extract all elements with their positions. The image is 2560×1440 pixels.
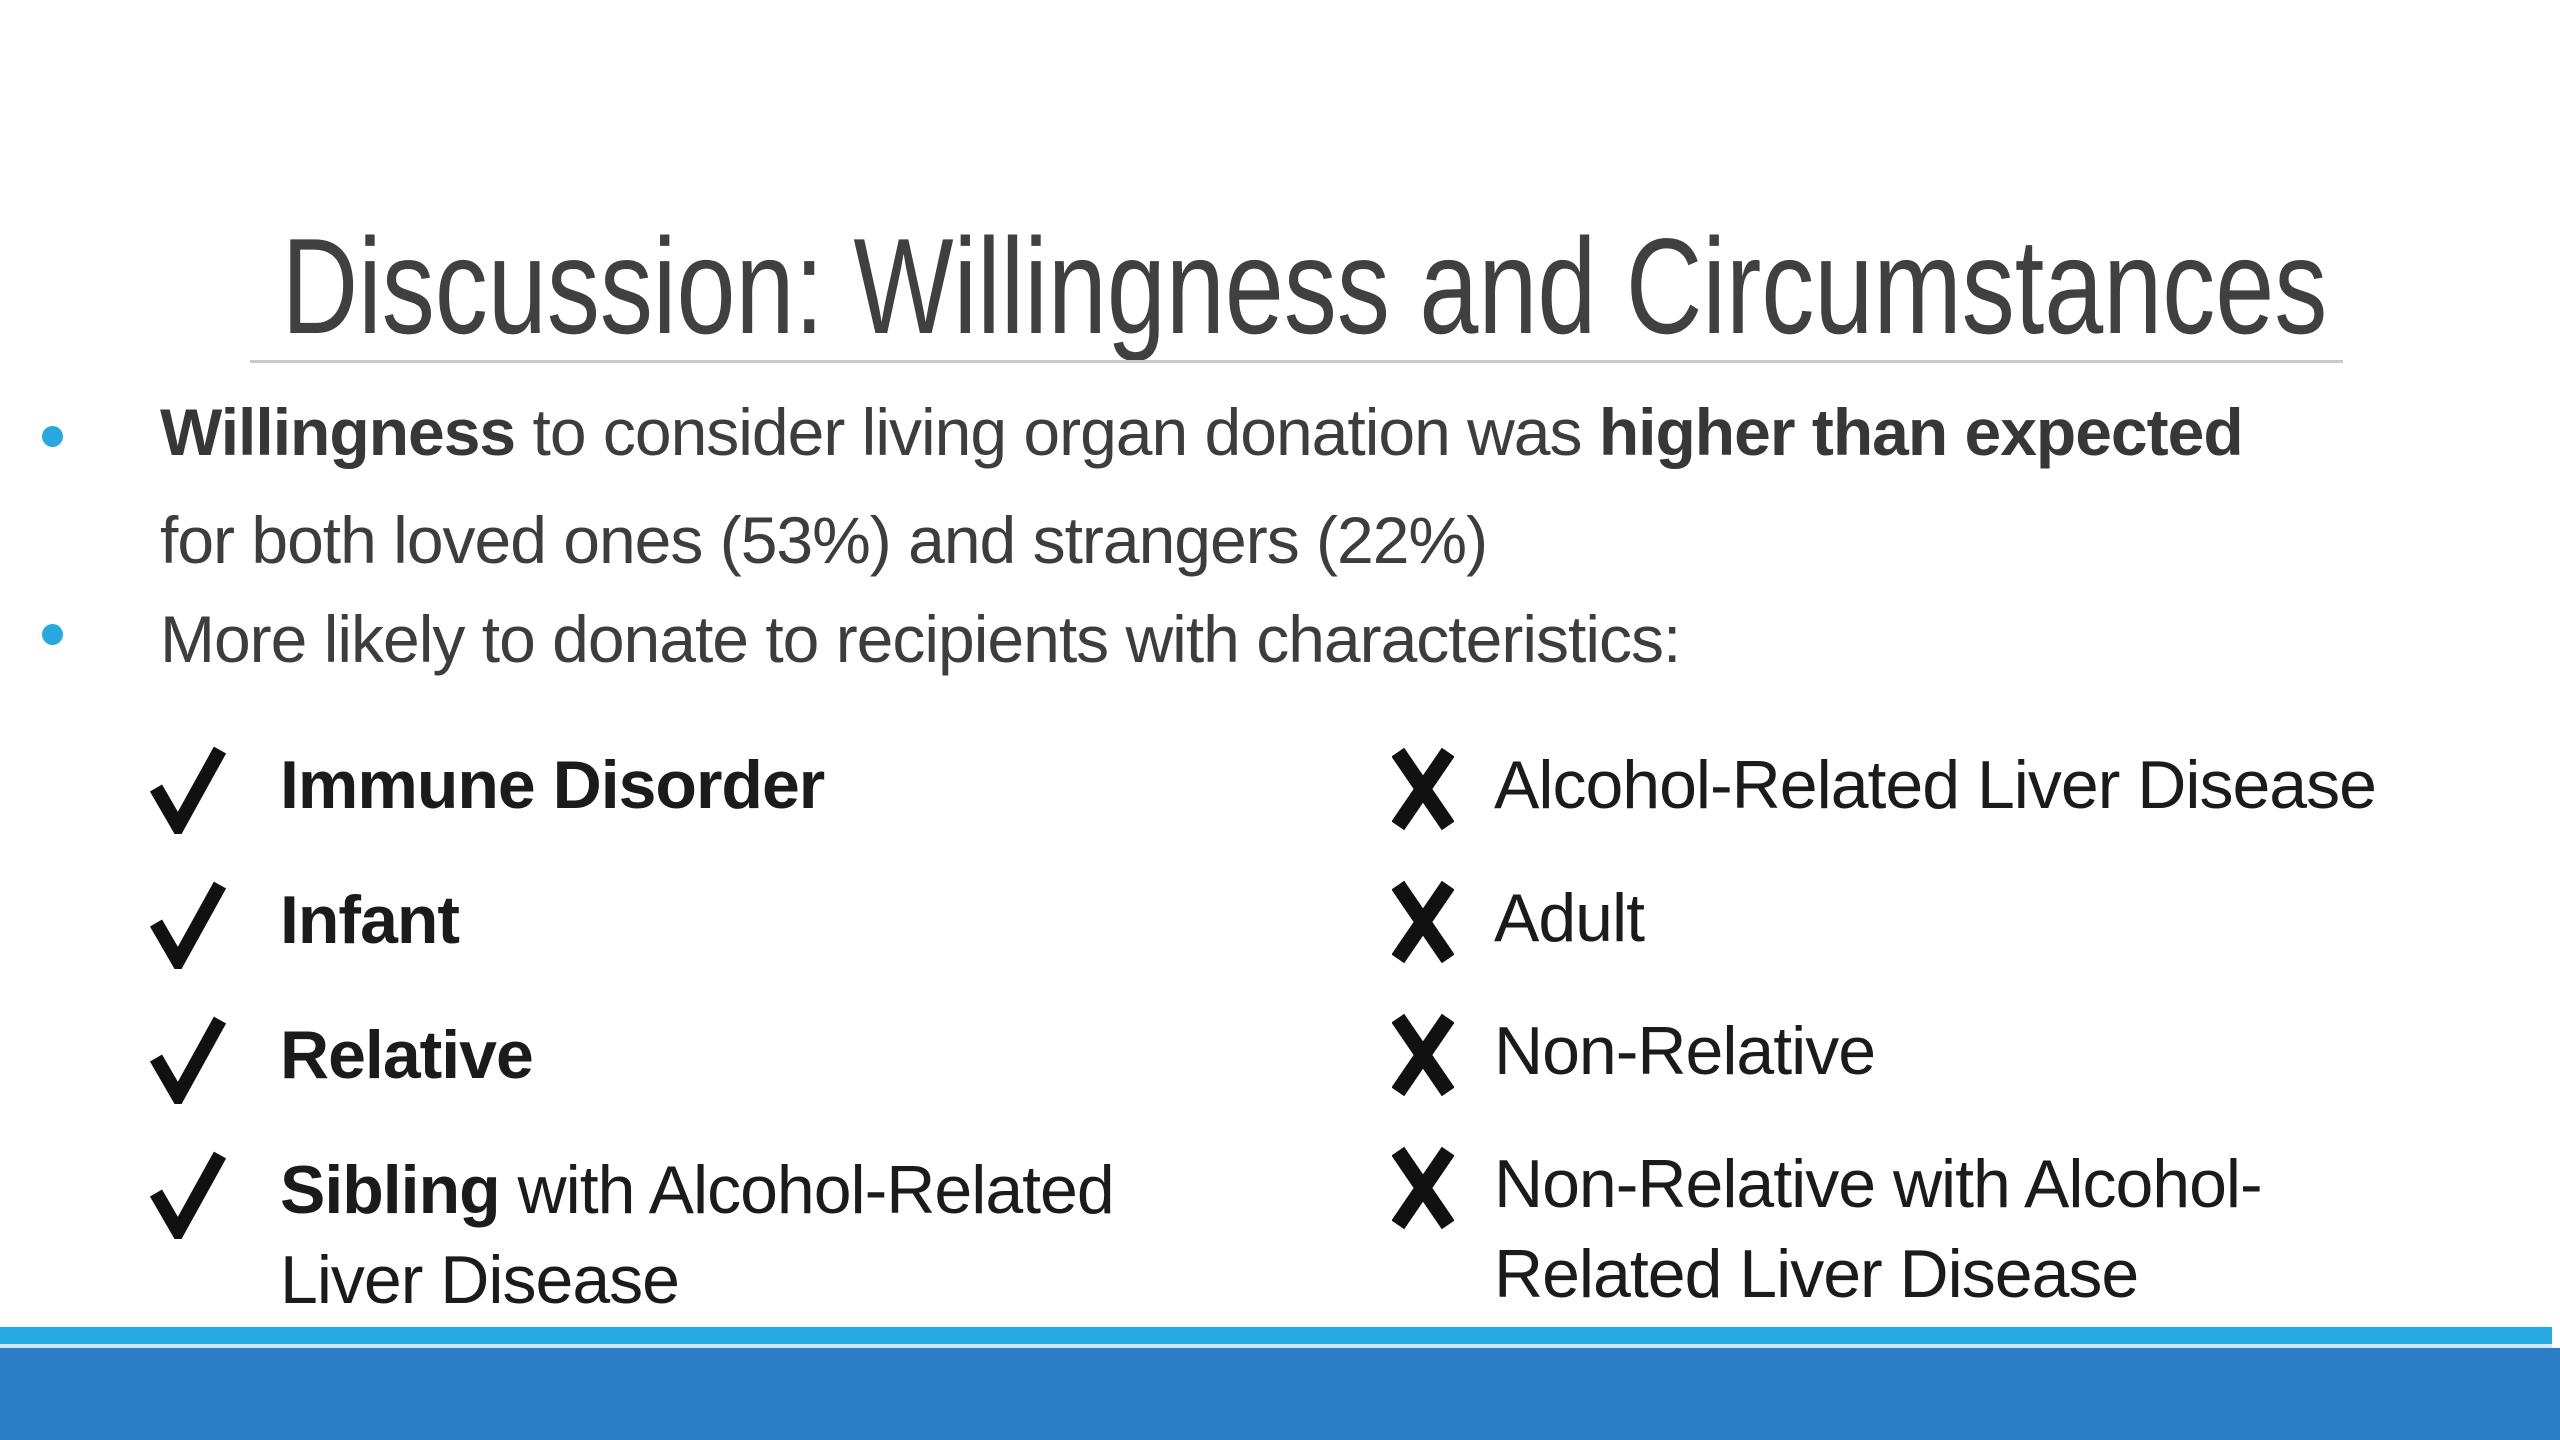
item-bold: Immune Disorder — [280, 747, 825, 823]
x-icon — [1392, 1013, 1454, 1097]
list-item-text: Immune Disorder — [280, 740, 825, 830]
list-item: Non-Relative with Alcohol- Related Liver… — [1392, 1139, 2376, 1319]
bullet-dot — [42, 624, 63, 645]
item-bold: Infant — [280, 882, 460, 958]
list-item-text: Non-Relative — [1494, 1006, 1876, 1096]
list-item-text: Sibling with Alcohol-Related Liver Disea… — [280, 1145, 1115, 1325]
list-item: Alcohol-Related Liver Disease — [1392, 740, 2377, 832]
item-line-1: Relative — [280, 1010, 534, 1100]
item-line-1: Non-Relative — [1494, 1013, 1876, 1089]
list-item: Adult — [1392, 873, 2376, 965]
declined-characteristics-list: Alcohol-Related Liver Disease Adult Non-… — [1392, 740, 2377, 1360]
title-underline — [250, 360, 2343, 363]
item-bold: Relative — [280, 1017, 534, 1093]
list-item: Non-Relative — [1392, 1006, 2376, 1098]
bullet-willingness: Willingness to consider living organ don… — [160, 378, 2244, 594]
bold-willingness: Willingness — [160, 395, 516, 469]
bullet-dot — [42, 426, 63, 447]
item-line-1: Adult — [1494, 880, 1645, 956]
list-item: Immune Disorder — [150, 740, 1114, 834]
list-item: Sibling with Alcohol-Related Liver Disea… — [150, 1145, 1115, 1325]
check-icon — [150, 1016, 226, 1104]
item-line-1: Alcohol-Related Liver Disease — [1494, 747, 2377, 823]
slide-title: Discussion: Willingness and Circumstance… — [281, 210, 2328, 362]
list-item: Infant — [150, 875, 1114, 969]
check-icon — [150, 881, 226, 969]
list-item-text: Alcohol-Related Liver Disease — [1494, 740, 2377, 830]
bullet-text: to consider living organ donation was — [515, 395, 1599, 469]
accepted-characteristics-list: Immune Disorder Infant Relative Sibling … — [150, 740, 1115, 1366]
list-item: Relative — [150, 1010, 1114, 1104]
item-bold: Sibling — [280, 1152, 501, 1228]
bottom-accent-bar — [0, 1348, 2560, 1440]
item-line-2: Related Liver Disease — [1494, 1236, 2139, 1312]
x-icon — [1392, 1146, 1454, 1230]
bold-higher-than-expected: higher than expected — [1598, 395, 2244, 469]
bullet-line-2: for both loved ones (53%) and strangers … — [160, 503, 1488, 577]
item-line-1: Immune Disorder — [280, 740, 825, 830]
bottom-accent-strip — [0, 1327, 2552, 1348]
list-item-text: Relative — [280, 1010, 534, 1100]
item-line-1: Infant — [280, 875, 460, 965]
bullet-line-1: Willingness to consider living organ don… — [160, 378, 2244, 486]
list-item-text: Adult — [1494, 873, 1645, 963]
list-item-text: Infant — [280, 875, 460, 965]
list-item-text: Non-Relative with Alcohol- Related Liver… — [1494, 1139, 2263, 1319]
item-line-1: Non-Relative with Alcohol- — [1494, 1146, 2263, 1222]
check-icon — [150, 1151, 226, 1239]
x-icon — [1392, 880, 1454, 964]
x-icon — [1392, 747, 1454, 831]
bullet-more-likely: More likely to donate to recipients with… — [160, 602, 1681, 676]
item-line-2: Liver Disease — [280, 1242, 680, 1318]
item-normal: with Alcohol-Related — [499, 1152, 1115, 1228]
item-line-1: Sibling with Alcohol-Related — [280, 1145, 1115, 1235]
check-icon — [150, 746, 226, 834]
